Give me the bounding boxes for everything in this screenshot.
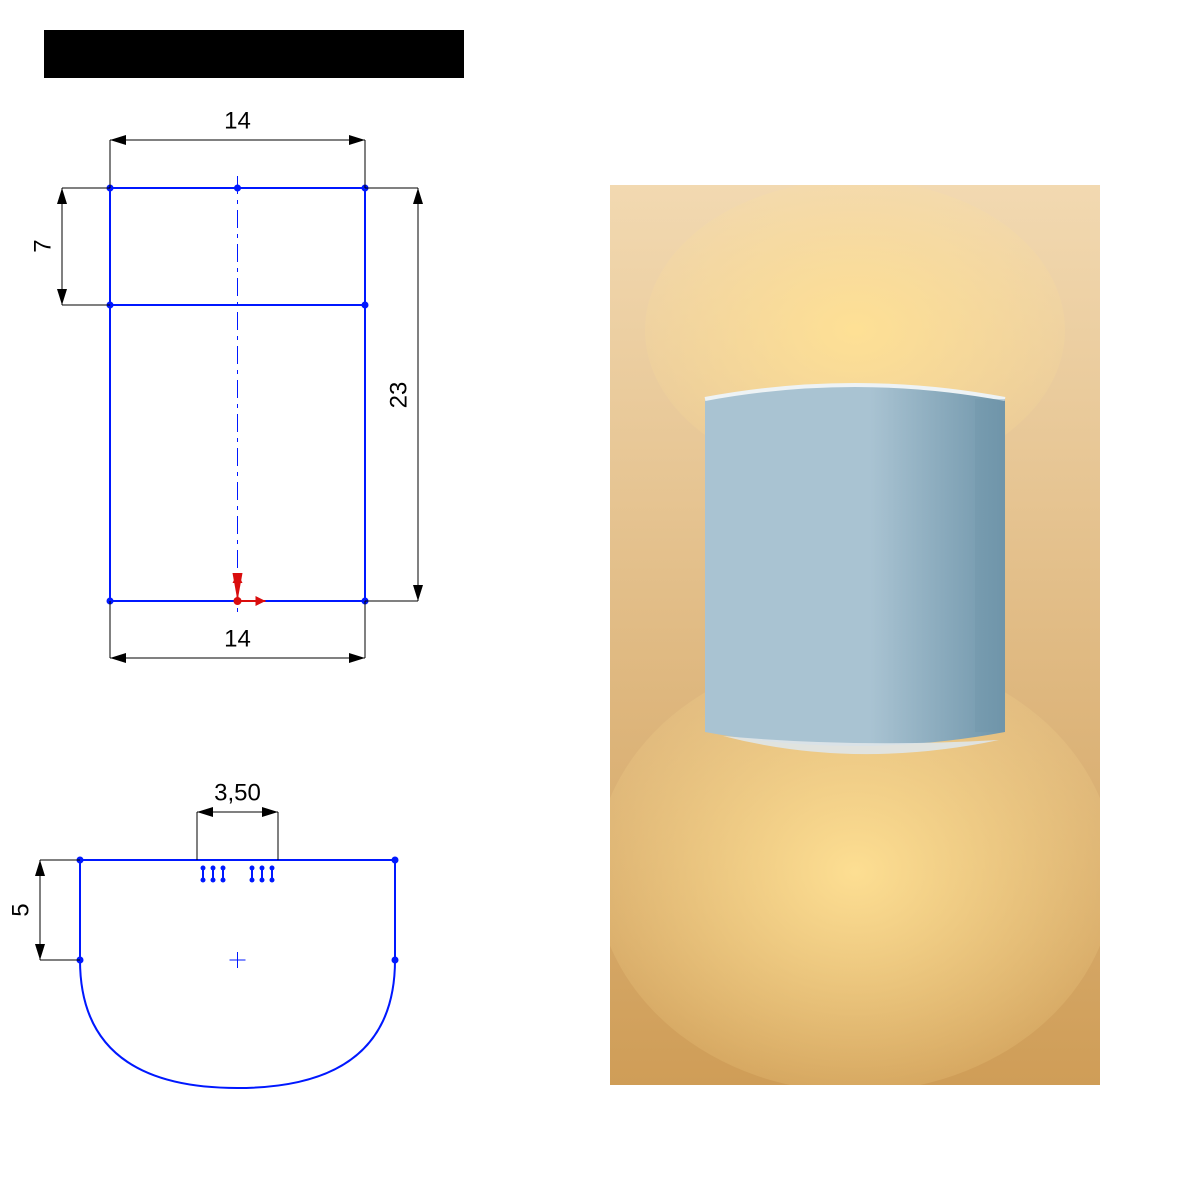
dim-arrowhead [197, 807, 213, 817]
dim-arrowhead [57, 188, 67, 204]
title-bar [44, 30, 464, 78]
origin-x-arrow [256, 596, 266, 606]
dim-arrowhead [262, 807, 278, 817]
dim-arrowhead [349, 135, 365, 145]
lamp-shade [705, 385, 1005, 746]
dim-arrowhead [413, 188, 423, 204]
dim-arrowhead [349, 653, 365, 663]
dim-arrowhead [413, 585, 423, 601]
dim-left-7: 7 [29, 239, 56, 252]
dim-arrowhead [110, 653, 126, 663]
product-photo [595, 180, 1115, 1092]
dim-arrowhead [110, 135, 126, 145]
dim-top-14: 14 [224, 107, 251, 134]
dim-plan-5: 5 [7, 903, 34, 916]
sketch-point [234, 185, 241, 192]
dim-arrowhead [35, 944, 45, 960]
dim-bottom-14: 14 [224, 625, 251, 652]
dim-right-23: 23 [385, 382, 412, 409]
sketch-point [392, 857, 399, 864]
dim-arrowhead [35, 860, 45, 876]
sketch-point [362, 302, 369, 309]
dim-plan-3-50: 3,50 [214, 779, 261, 806]
dim-arrowhead [57, 289, 67, 305]
plan-arc [80, 960, 395, 1088]
sketch-point [392, 957, 399, 964]
